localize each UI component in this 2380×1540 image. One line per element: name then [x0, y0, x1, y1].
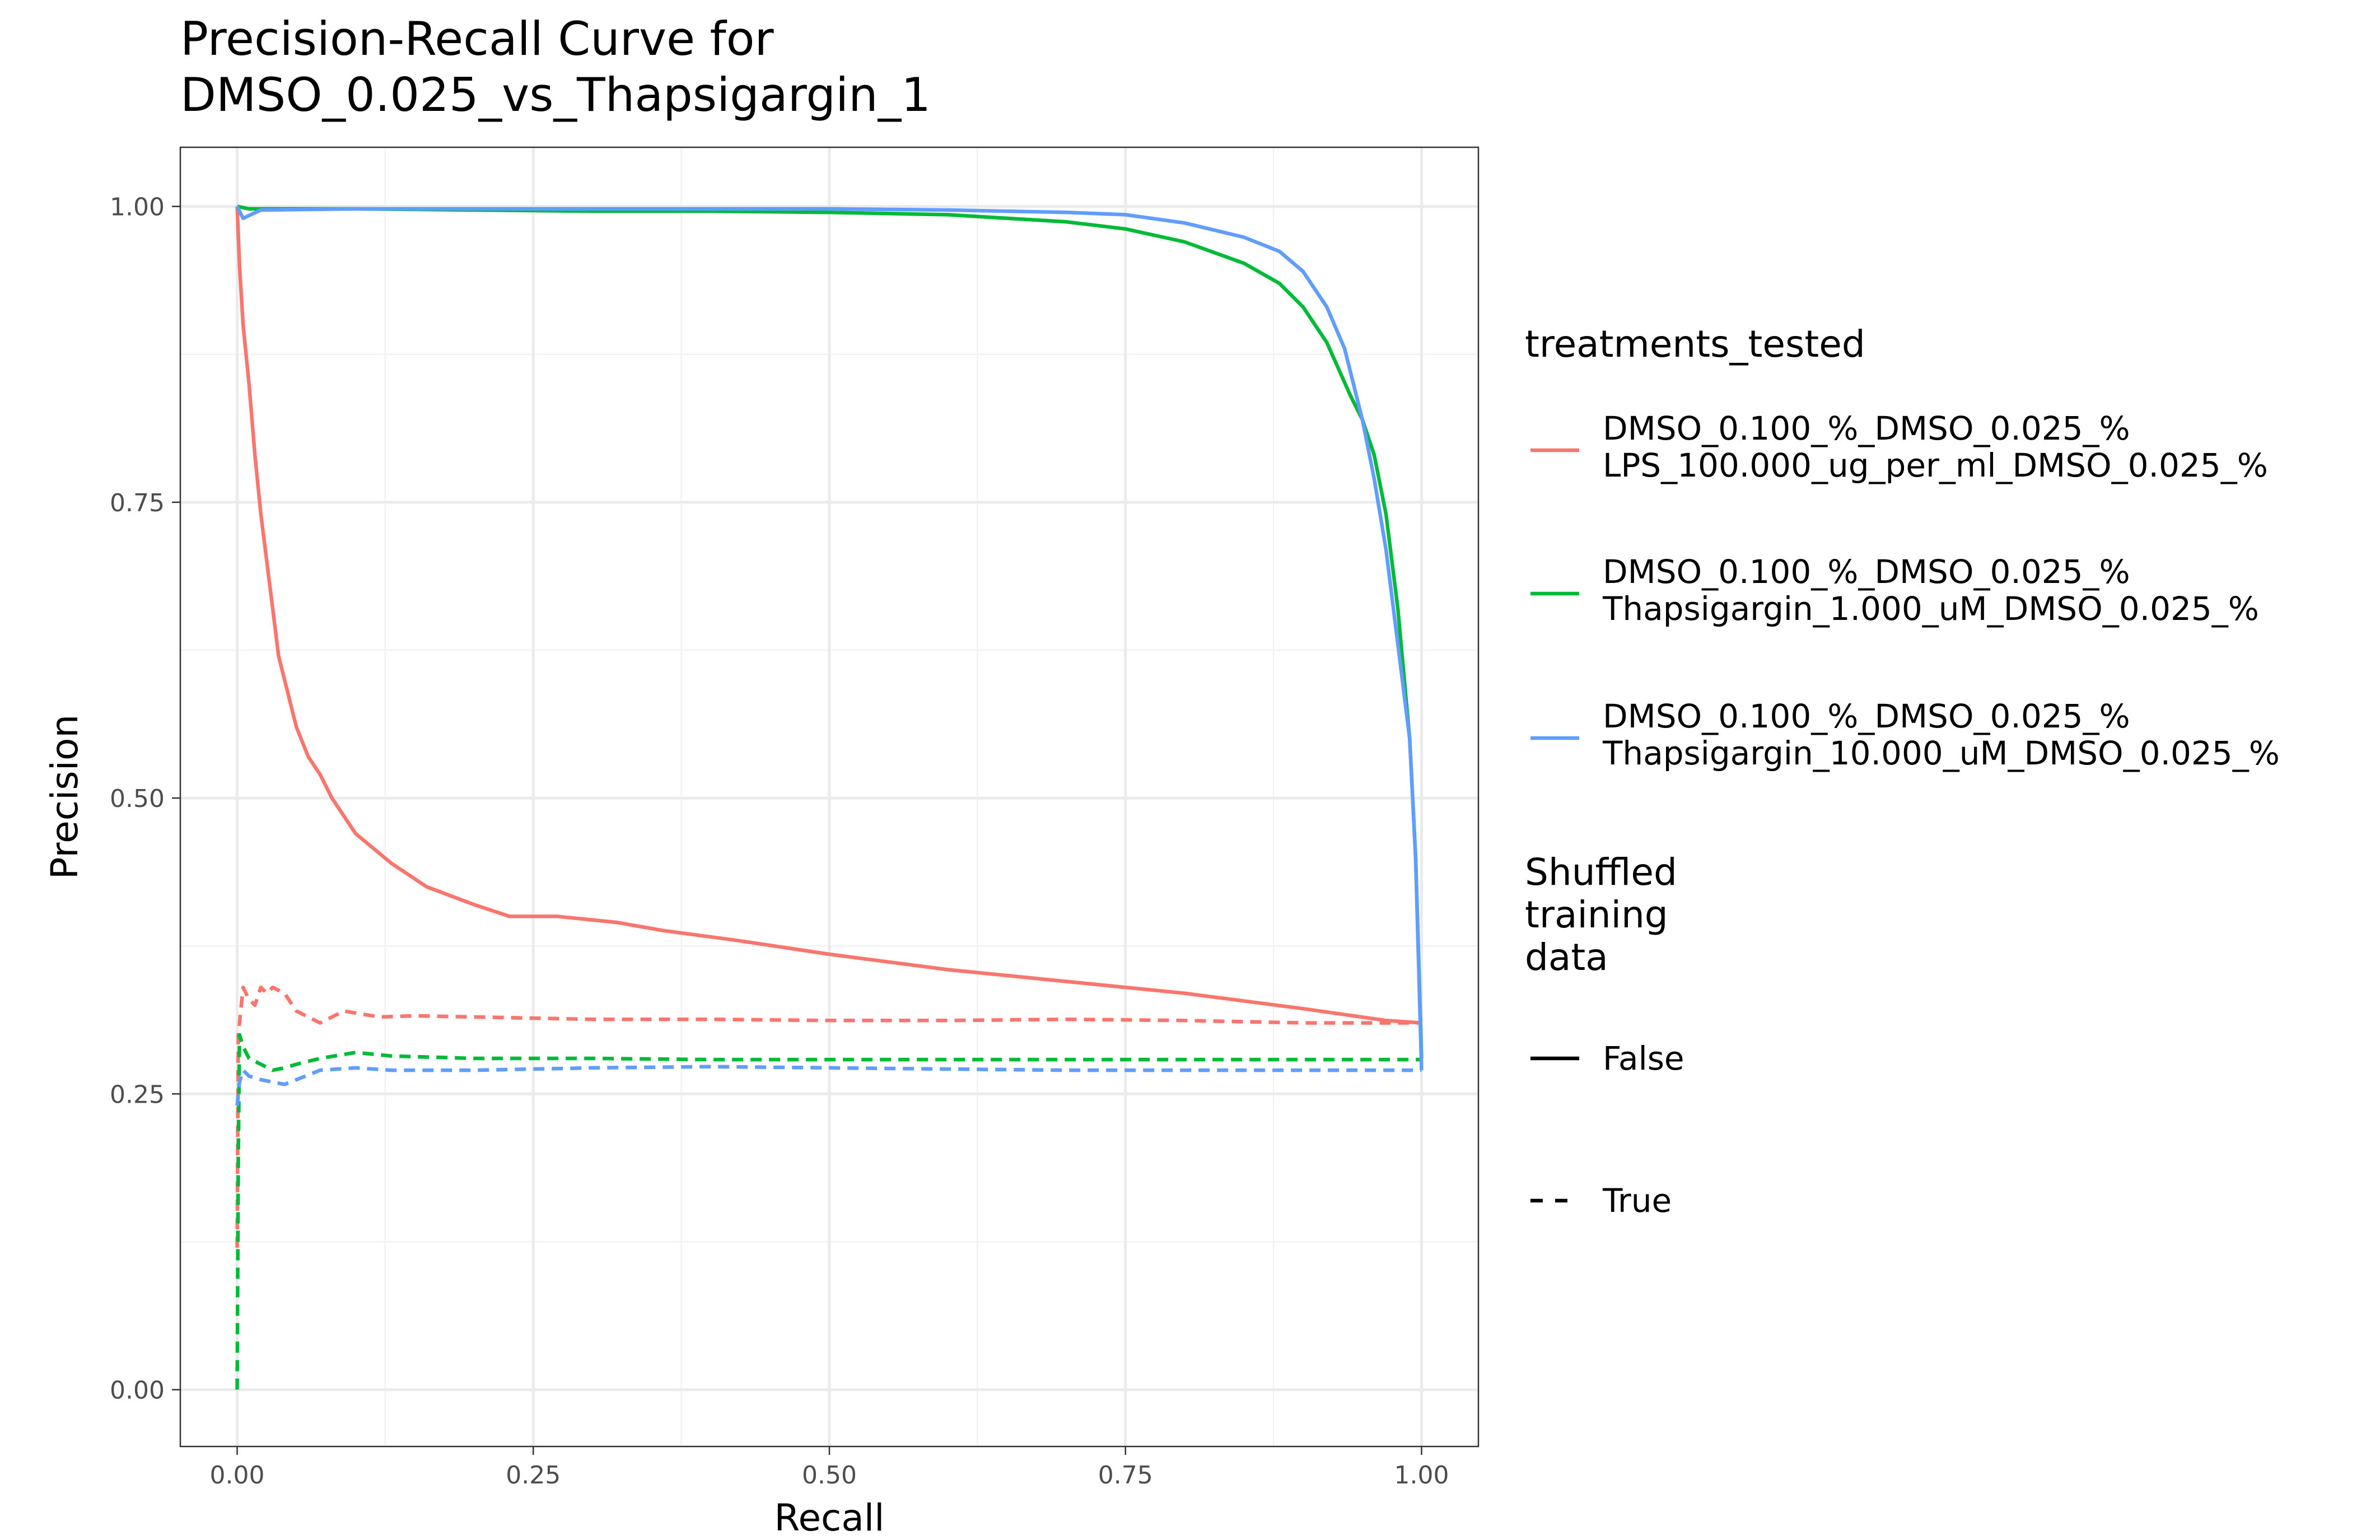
legend-color-label: LPS_100.000_ug_per_ml_DMSO_0.025_% [1603, 446, 2268, 484]
series-line-shuffled [235, 985, 1422, 1248]
series-line-not-shuffled [235, 206, 1422, 1025]
y-axis: 0.00 0.25 0.50 0.75 1.00 [110, 193, 180, 1405]
y-tick-label: 0.25 [110, 1080, 165, 1109]
legend-color-label: DMSO_0.100_%_DMSO_0.025_% [1603, 409, 2130, 447]
legend-linetype-entries: False True [1530, 1039, 1684, 1220]
series-line-shuffled [235, 1033, 1422, 1390]
y-tick-label: 0.00 [110, 1376, 165, 1405]
legend-linetype-title-line: training [1525, 893, 1668, 936]
legend-linetype-title-line: Shuffled [1525, 851, 1677, 894]
legend-color-label: Thapsigargin_10.000_uM_DMSO_0.025_% [1602, 734, 2280, 772]
legend-linetype-title-line: data [1525, 936, 1608, 979]
legend-linetype-label: False [1603, 1039, 1684, 1077]
x-tick-label: 0.50 [802, 1461, 857, 1490]
series-line-not-shuffled [236, 204, 1424, 1059]
y-tick-label: 0.50 [110, 785, 165, 813]
y-tick-label: 1.00 [110, 193, 165, 222]
chart-title-line-2: DMSO_0.025_vs_Thapsigargin_1 [180, 68, 931, 122]
legend-color-label: DMSO_0.100_%_DMSO_0.025_% [1603, 697, 2130, 735]
x-tick-label: 1.00 [1394, 1461, 1449, 1490]
x-tick-label: 0.00 [210, 1461, 265, 1490]
series-line-shuffled [235, 1065, 1422, 1106]
legend-color-label: DMSO_0.100_%_DMSO_0.025_% [1603, 553, 2130, 591]
chart-title-line-1: Precision-Recall Curve for [180, 12, 774, 66]
x-tick-label: 0.75 [1098, 1461, 1153, 1490]
legend: treatments_tested DMSO_0.100_%_DMSO_0.02… [1525, 323, 2280, 1220]
x-axis-title: Recall [774, 1496, 885, 1539]
legend-linetype-label: True [1602, 1182, 1672, 1220]
series-layer [235, 204, 1424, 1390]
legend-linetype-title: Shuffled training data [1525, 851, 1677, 979]
y-axis-title: Precision [43, 715, 86, 880]
y-tick-label: 0.75 [110, 489, 165, 517]
plot-panel [180, 147, 1478, 1446]
legend-color-title: treatments_tested [1525, 323, 1865, 366]
series-line-not-shuffled [235, 206, 1424, 1071]
legend-color-label: Thapsigargin_1.000_uM_DMSO_0.025_% [1602, 590, 2259, 628]
legend-color-entries: DMSO_0.100_%_DMSO_0.025_%LPS_100.000_ug_… [1530, 409, 2280, 772]
x-axis: 0.00 0.25 0.50 0.75 1.00 [210, 1446, 1449, 1490]
x-tick-label: 0.25 [506, 1461, 561, 1490]
